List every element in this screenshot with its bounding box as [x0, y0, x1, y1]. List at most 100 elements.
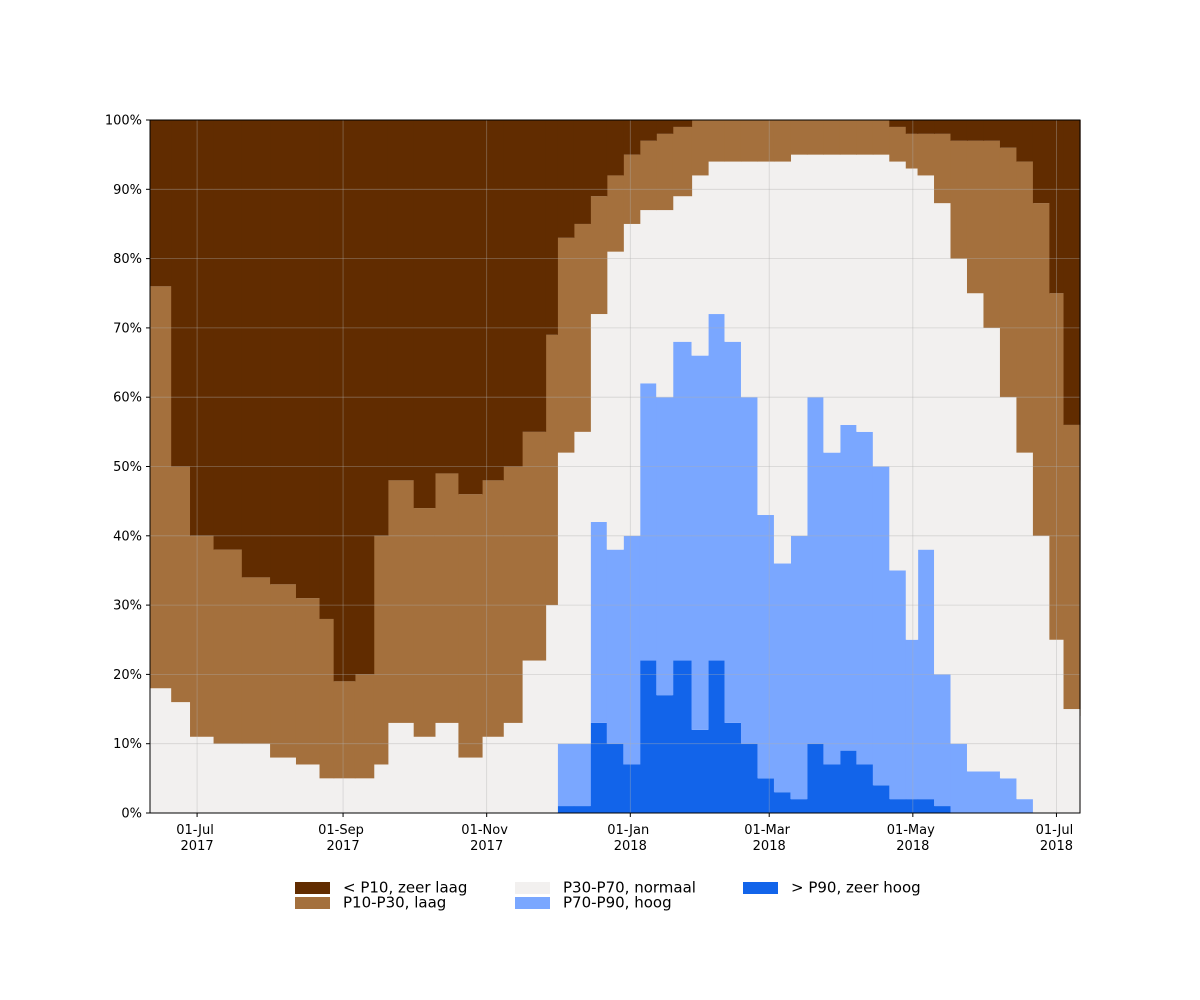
area-step	[573, 806, 591, 813]
area-step	[691, 175, 709, 356]
area-step	[458, 120, 483, 495]
area-step	[724, 341, 742, 723]
area-step	[606, 120, 624, 176]
x-tick-label: 01-Sep 2017	[318, 823, 368, 854]
area-step	[839, 154, 857, 425]
legend-swatch	[515, 897, 550, 909]
area-step	[724, 120, 742, 162]
area-step	[757, 120, 775, 162]
area-step	[522, 120, 547, 432]
area-step	[590, 196, 608, 315]
area-step	[872, 785, 890, 813]
area-step	[413, 508, 436, 737]
area-step	[241, 120, 271, 578]
area-step	[889, 799, 907, 813]
y-tick-label: 90%	[113, 183, 142, 198]
x-tick-label: 01-Jul 2018	[1036, 823, 1078, 854]
area-step	[999, 778, 1018, 813]
area-step	[590, 521, 608, 723]
area-step	[213, 120, 243, 550]
area-step	[503, 120, 523, 467]
area-step	[150, 286, 172, 689]
area-step	[557, 743, 575, 807]
area-step	[606, 251, 624, 550]
area-step	[823, 120, 841, 155]
area-step	[373, 120, 389, 536]
y-tick-label: 60%	[113, 391, 142, 406]
legend-label: < P10, zeer laag	[343, 879, 467, 897]
area-step	[295, 120, 321, 599]
area-step	[917, 799, 935, 813]
area-step	[773, 563, 792, 793]
area-step	[623, 154, 641, 224]
area-step	[270, 757, 297, 813]
area-step	[545, 605, 558, 813]
area-step	[905, 168, 919, 640]
area-step	[171, 702, 191, 813]
x-tick-label-line: 01-Mar	[744, 823, 794, 838]
area-step	[639, 120, 657, 141]
area-step	[295, 598, 321, 765]
area-step	[950, 743, 968, 813]
area-step	[856, 120, 874, 155]
area-step	[190, 736, 215, 813]
area-step	[773, 792, 792, 813]
area-step	[1032, 535, 1050, 813]
area-step	[724, 161, 742, 342]
area-step	[839, 424, 857, 751]
area-step	[557, 452, 575, 744]
legend-swatch	[515, 882, 550, 894]
area-step	[757, 778, 775, 813]
area-step	[270, 584, 297, 758]
area-step	[823, 154, 841, 453]
x-tick-label-line: 01-Sep	[318, 823, 368, 838]
area-step	[606, 549, 624, 744]
area-step	[691, 355, 709, 730]
legend-swatch	[295, 897, 330, 909]
area-step	[295, 764, 321, 813]
area-step	[856, 431, 874, 765]
area-step	[639, 383, 657, 661]
area-step	[691, 120, 709, 176]
area-step	[623, 535, 641, 765]
x-tick-label-line: 2018	[614, 839, 647, 854]
area-step	[481, 480, 504, 737]
area-step	[889, 126, 907, 162]
area-step	[270, 120, 297, 585]
area-step	[691, 729, 709, 813]
area-step	[856, 154, 874, 432]
area-step	[708, 314, 726, 661]
area-step	[708, 120, 726, 162]
area-step	[413, 120, 436, 509]
legend-label: P70-P90, hoog	[563, 894, 672, 912]
y-tick-label: 0%	[121, 807, 142, 822]
area-step	[319, 778, 335, 813]
area-step	[672, 196, 693, 342]
area-step	[966, 771, 985, 813]
area-step	[458, 757, 483, 813]
x-tick-label-line: 2018	[753, 839, 786, 854]
area-step	[522, 431, 547, 661]
area-step	[905, 120, 919, 134]
area-step	[354, 674, 375, 779]
area-step	[171, 120, 191, 467]
area-step	[481, 120, 504, 481]
area-step	[503, 722, 523, 813]
legend-label: P10-P30, laag	[343, 894, 446, 912]
area-step	[934, 120, 952, 134]
area-step	[672, 126, 693, 197]
area-step	[983, 771, 1001, 813]
area-step	[150, 120, 172, 287]
area-step	[856, 764, 874, 813]
area-step	[917, 175, 935, 550]
x-tick-label-line: 01-Jan	[607, 823, 653, 838]
area-step	[740, 161, 759, 398]
area-step	[790, 120, 808, 155]
area-step	[1063, 424, 1081, 710]
area-step	[999, 397, 1018, 779]
area-step	[434, 120, 460, 474]
area-step	[639, 140, 657, 211]
area-step	[656, 120, 674, 134]
area-step	[590, 120, 608, 197]
area-step	[790, 799, 808, 813]
